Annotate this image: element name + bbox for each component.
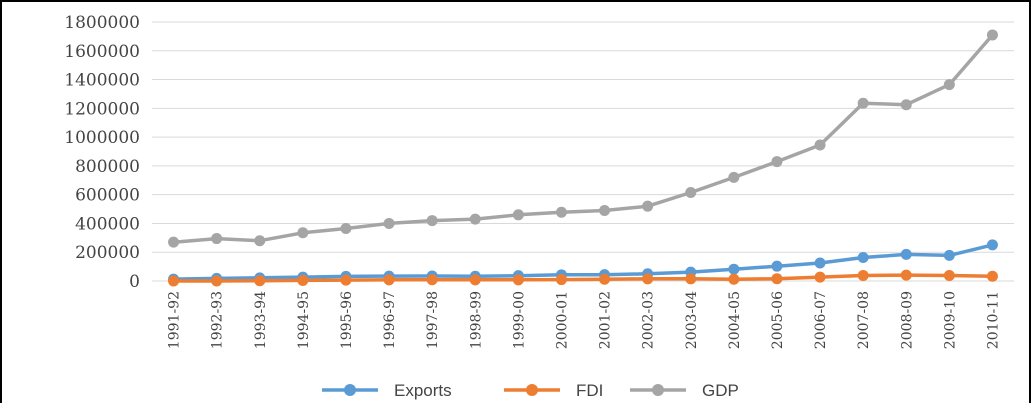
data-point-fdi [900, 269, 912, 281]
data-point-fdi [599, 273, 611, 285]
data-point-fdi [771, 273, 783, 285]
data-point-fdi [426, 274, 438, 286]
x-tick-label: 2007-08 [856, 291, 872, 349]
data-point-fdi [383, 274, 395, 286]
x-tick-label: 1999-00 [511, 291, 527, 349]
y-tick-label: 600000 [75, 186, 140, 206]
x-tick-label: 2010-11 [985, 291, 1001, 349]
x-tick-label: 2008-09 [899, 291, 915, 349]
y-tick-label: 1000000 [64, 128, 140, 148]
y-axis-ticks: 1800000 1600000 1400000 1200000 1000000 80000… [64, 13, 140, 292]
y-tick-label: 1200000 [64, 99, 140, 119]
x-tick-label: 2005-06 [770, 291, 786, 349]
x-tick-label: 1994-95 [296, 291, 312, 349]
data-point-gdp [599, 204, 611, 216]
data-point-fdi [211, 275, 223, 287]
data-point-gdp [254, 235, 266, 247]
y-tick-label: 400000 [75, 214, 140, 234]
data-point-gdp [642, 200, 654, 212]
series-line-fdi [173, 273, 993, 283]
data-point-gdp [943, 79, 955, 91]
legend-label: FDI [576, 381, 603, 400]
x-tick-label: 1993-94 [253, 291, 269, 349]
legend-item-gdp: GDP [630, 381, 739, 400]
data-point-gdp [512, 209, 524, 221]
legend-swatch-marker [526, 384, 538, 396]
data-point-fdi [814, 271, 826, 283]
data-point-gdp [426, 215, 438, 227]
series-line-gdp [173, 33, 994, 244]
data-point-gdp [857, 97, 869, 109]
data-point-exports [900, 248, 912, 260]
y-tick-label: 1600000 [64, 42, 140, 62]
data-point-gdp [986, 29, 998, 41]
legend: Exports FDI GDP [322, 381, 739, 400]
x-tick-label: 2009-10 [942, 291, 958, 349]
series-lines [168, 29, 998, 287]
data-point-fdi [469, 274, 481, 286]
legend-label: Exports [394, 381, 452, 400]
data-point-gdp [383, 217, 395, 229]
x-tick-label: 2003-04 [684, 291, 700, 349]
data-point-gdp [728, 171, 740, 183]
series-line-exports [173, 243, 993, 281]
data-point-gdp [340, 222, 352, 234]
x-tick-label: 1997-98 [425, 291, 441, 349]
gridlines [152, 21, 1014, 282]
data-point-fdi [297, 274, 309, 286]
data-point-gdp [771, 156, 783, 168]
data-point-fdi [728, 273, 740, 285]
data-point-gdp [685, 187, 697, 199]
series-fdi [168, 269, 998, 287]
data-point-gdp [814, 139, 826, 151]
x-tick-label: 1991-92 [167, 291, 183, 349]
x-tick-label: 2004-05 [727, 291, 743, 349]
data-point-fdi [943, 270, 955, 282]
y-tick-label: 1800000 [64, 13, 140, 33]
x-tick-label: 1992-93 [210, 291, 226, 349]
line-chart: 1800000 1600000 1400000 1200000 1000000 80000… [64, 13, 1014, 400]
y-tick-label: 200000 [75, 243, 140, 263]
x-axis-ticks: 1991-92 1992-93 1993-94 1994-95 1995-96 1996-… [167, 291, 1002, 349]
data-point-fdi [512, 274, 524, 286]
x-tick-label: 2001-02 [598, 291, 614, 349]
y-tick-label: 800000 [75, 157, 140, 177]
series-gdp [168, 29, 998, 248]
data-point-fdi [857, 270, 869, 282]
data-point-exports [814, 257, 826, 269]
data-point-fdi [340, 274, 352, 286]
x-tick-label: 1995-96 [339, 291, 355, 349]
x-tick-label: 2000-01 [554, 291, 570, 349]
data-point-fdi [685, 273, 697, 285]
data-point-exports [986, 239, 998, 251]
data-point-exports [771, 260, 783, 272]
legend-swatch-marker [652, 384, 664, 396]
y-tick-label: 0 [129, 272, 140, 292]
data-point-gdp [555, 206, 567, 218]
data-point-fdi [555, 274, 567, 286]
legend-item-fdi: FDI [504, 381, 603, 400]
data-point-gdp [168, 236, 180, 248]
x-tick-label: 2006-07 [813, 291, 829, 349]
data-point-fdi [168, 275, 180, 287]
data-point-fdi [254, 275, 266, 287]
data-point-exports [943, 249, 955, 261]
legend-item-exports: Exports [322, 381, 452, 400]
data-point-exports [728, 263, 740, 275]
legend-swatch-marker [344, 384, 356, 396]
data-point-fdi [642, 273, 654, 285]
data-point-fdi [986, 270, 998, 282]
data-point-gdp [297, 227, 309, 239]
x-tick-label: 1996-97 [382, 291, 398, 349]
x-tick-label: 2002-03 [641, 291, 657, 349]
data-point-gdp [211, 233, 223, 245]
y-tick-label: 1400000 [64, 71, 140, 91]
data-point-gdp [469, 213, 481, 225]
legend-label: GDP [702, 381, 739, 400]
data-point-exports [857, 252, 869, 264]
x-tick-label: 1998-99 [468, 291, 484, 349]
data-point-gdp [900, 99, 912, 111]
